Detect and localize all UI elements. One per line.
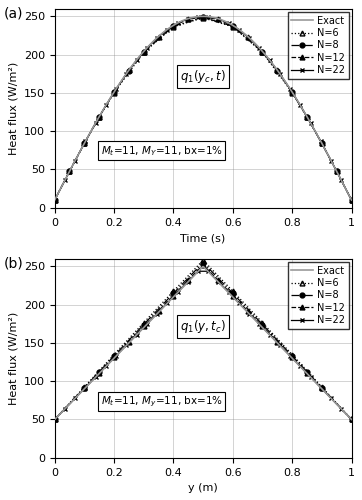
Y-axis label: Heat flux (W/m²): Heat flux (W/m²) [8, 62, 18, 155]
X-axis label: y (m): y (m) [188, 483, 218, 493]
Text: (a): (a) [4, 6, 24, 20]
Y-axis label: Heat flux (W/m²): Heat flux (W/m²) [8, 312, 18, 405]
Text: $M_t$=11, $M_y$=11, bx=1%: $M_t$=11, $M_y$=11, bx=1% [101, 394, 223, 409]
Text: $M_t$=11, $M_Y$=11, bx=1%: $M_t$=11, $M_Y$=11, bx=1% [101, 144, 223, 158]
Text: $q_1(y,t_c)$: $q_1(y,t_c)$ [180, 318, 226, 336]
Text: $q_1(y_c,t)$: $q_1(y_c,t)$ [180, 68, 226, 86]
X-axis label: Time (s): Time (s) [181, 233, 226, 243]
Legend: Exact, N=6, N=8, N=12, N=22: Exact, N=6, N=8, N=12, N=22 [287, 12, 349, 79]
Text: (b): (b) [4, 256, 24, 270]
Legend: Exact, N=6, N=8, N=12, N=22: Exact, N=6, N=8, N=12, N=22 [287, 262, 349, 329]
